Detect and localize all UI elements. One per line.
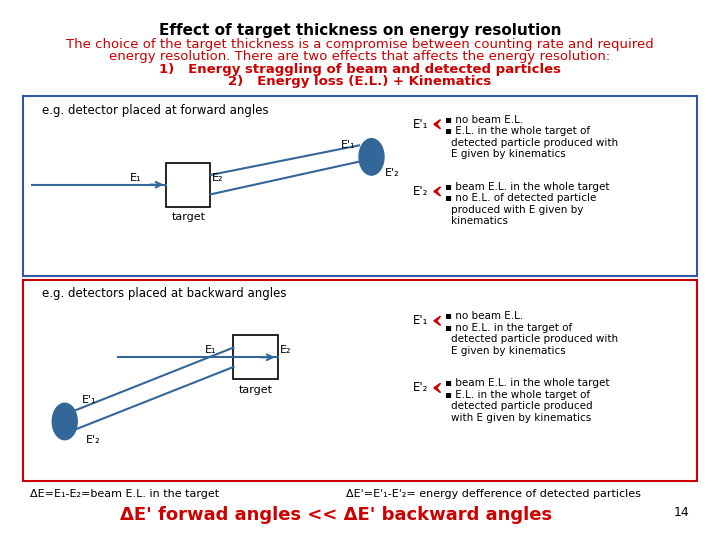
Text: kinematics: kinematics xyxy=(451,217,508,226)
Text: energy resolution. There are two effects that affects the energy resolution:: energy resolution. There are two effects… xyxy=(109,50,611,64)
Text: ▪ no E.L. of detected particle: ▪ no E.L. of detected particle xyxy=(446,193,597,203)
Text: The choice of the target thickness is a compromise between counting rate and req: The choice of the target thickness is a … xyxy=(66,38,654,51)
Text: E'₂: E'₂ xyxy=(385,168,400,178)
Text: e.g. detector placed at forward angles: e.g. detector placed at forward angles xyxy=(42,104,269,117)
Text: detected particle produced with: detected particle produced with xyxy=(451,334,618,344)
Text: E given by kinematics: E given by kinematics xyxy=(451,149,566,159)
Text: E'₂: E'₂ xyxy=(413,185,428,198)
Polygon shape xyxy=(434,187,441,196)
Text: 14: 14 xyxy=(674,507,690,519)
Text: E'₁: E'₁ xyxy=(413,314,428,327)
Text: E given by kinematics: E given by kinematics xyxy=(451,346,566,356)
Text: ΔE' forwad angles << ΔE' backward angles: ΔE' forwad angles << ΔE' backward angles xyxy=(120,506,552,524)
FancyBboxPatch shape xyxy=(22,96,698,276)
Polygon shape xyxy=(434,383,441,393)
Text: 1)   Energy straggling of beam and detected particles: 1) Energy straggling of beam and detecte… xyxy=(159,63,561,76)
Text: E'₁: E'₁ xyxy=(413,118,428,131)
Text: with E given by kinematics: with E given by kinematics xyxy=(451,413,591,423)
Text: E'₂: E'₂ xyxy=(413,381,428,394)
Text: ▪ beam E.L. in the whole target: ▪ beam E.L. in the whole target xyxy=(446,182,610,192)
Bar xyxy=(233,335,277,379)
Ellipse shape xyxy=(53,403,77,440)
Text: 2)   Energy loss (E.L.) + Kinematics: 2) Energy loss (E.L.) + Kinematics xyxy=(228,76,492,89)
Text: E₂: E₂ xyxy=(279,345,291,355)
Text: target: target xyxy=(238,385,272,395)
Text: detected particle produced with: detected particle produced with xyxy=(451,138,618,148)
Text: ▪ E.L. in the whole target of: ▪ E.L. in the whole target of xyxy=(446,126,590,136)
Ellipse shape xyxy=(359,139,384,175)
Bar xyxy=(166,163,210,207)
Text: ▪ no beam E.L.: ▪ no beam E.L. xyxy=(446,311,523,321)
Text: E₁: E₁ xyxy=(130,173,141,183)
Text: ▪ no beam E.L.: ▪ no beam E.L. xyxy=(446,114,523,125)
Text: E'₁: E'₁ xyxy=(82,395,96,404)
Text: E'₁: E'₁ xyxy=(341,140,356,150)
Text: Effect of target thickness on energy resolution: Effect of target thickness on energy res… xyxy=(158,23,562,38)
Text: e.g. detectors placed at backward angles: e.g. detectors placed at backward angles xyxy=(42,287,287,300)
FancyBboxPatch shape xyxy=(22,280,698,481)
Text: E'₂: E'₂ xyxy=(86,435,101,445)
Text: E₂: E₂ xyxy=(212,173,224,183)
Polygon shape xyxy=(434,316,441,326)
Text: ΔE=E₁-E₂=beam E.L. in the target: ΔE=E₁-E₂=beam E.L. in the target xyxy=(30,489,220,498)
Text: produced with E given by: produced with E given by xyxy=(451,205,583,215)
Text: ▪ beam E.L. in the whole target: ▪ beam E.L. in the whole target xyxy=(446,379,610,388)
Text: ▪ no E.L. in the target of: ▪ no E.L. in the target of xyxy=(446,323,572,333)
Text: ΔE'=E'₁-E'₂= energy defference of detected particles: ΔE'=E'₁-E'₂= energy defference of detect… xyxy=(346,489,641,498)
Text: detected particle produced: detected particle produced xyxy=(451,401,593,411)
Text: ▪ E.L. in the whole target of: ▪ E.L. in the whole target of xyxy=(446,390,590,400)
Text: target: target xyxy=(171,212,205,222)
Text: E₁: E₁ xyxy=(204,345,216,355)
Polygon shape xyxy=(434,119,441,129)
